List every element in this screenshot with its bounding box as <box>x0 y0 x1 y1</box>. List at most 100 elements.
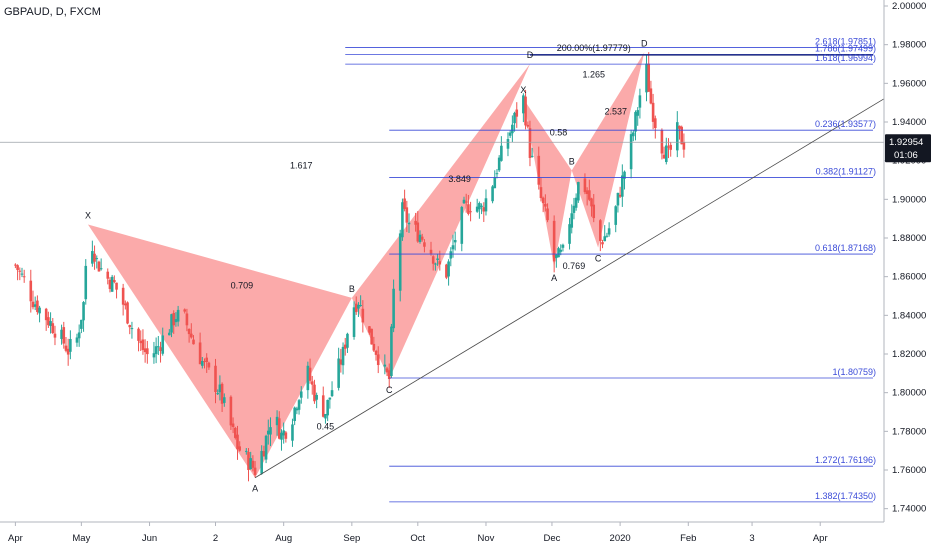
candle-body <box>352 307 356 337</box>
candle-body <box>62 327 66 344</box>
candle-body <box>172 312 176 326</box>
pattern-1-point-x: X <box>85 210 91 220</box>
price-axis: 2.000001.980001.960001.940001.920001.900… <box>883 0 931 522</box>
candle-body <box>513 112 516 124</box>
candle-body <box>561 244 565 248</box>
time-axis: Apr May Jun 2 Aug Sep Oct Nov Dec 2020 Feb 3 Apr <box>0 521 884 544</box>
candle-body <box>429 249 433 254</box>
pattern-2-ratio: 0.769 <box>563 261 586 271</box>
candle-body <box>203 361 206 363</box>
candle-body <box>236 434 239 450</box>
candle-body <box>649 88 653 104</box>
x-tick-label: Jun <box>142 533 157 544</box>
candle-body <box>484 198 488 212</box>
candle-body <box>216 393 220 395</box>
candle-body <box>506 139 510 149</box>
y-tick-label: 1.98000 <box>892 40 926 51</box>
candle-body <box>462 199 466 204</box>
candle-body <box>651 102 655 122</box>
candle-body <box>69 338 72 352</box>
candle-body <box>14 264 17 266</box>
x-tick-label: Aug <box>275 533 292 544</box>
candle-body <box>36 300 39 313</box>
candle-body <box>284 432 288 439</box>
candle-body <box>449 251 453 259</box>
candle-body <box>374 350 378 355</box>
candle-body <box>313 384 316 402</box>
candle-body <box>607 228 611 235</box>
pattern-1-ratio: 1.617 <box>290 160 313 170</box>
y-tick-label: 1.76000 <box>892 465 926 476</box>
candle-body <box>106 271 110 279</box>
candle-body <box>20 273 24 275</box>
pattern-1-xab <box>87 224 352 478</box>
candle-body <box>478 203 481 210</box>
candle-body <box>29 280 33 302</box>
pattern-1-bcd <box>351 64 530 380</box>
candle-body <box>420 236 424 240</box>
candle-body <box>585 190 589 195</box>
pattern-2-point-d: D <box>641 38 648 48</box>
candle-body <box>438 261 442 265</box>
candle-body <box>414 220 417 225</box>
candle-body <box>51 323 55 334</box>
candle-body <box>113 280 116 283</box>
candle-body <box>91 251 94 264</box>
candle-body <box>645 63 648 93</box>
candle-body <box>341 346 345 366</box>
candle-body <box>678 125 681 129</box>
candle-body <box>647 63 651 92</box>
candle-body <box>667 146 670 148</box>
x-tick-label: May <box>72 533 90 544</box>
candle-body <box>124 303 127 306</box>
candle-body <box>500 145 503 161</box>
pattern-2-bcd <box>571 52 645 248</box>
candle-body <box>357 304 360 309</box>
pattern-2-ratio: 2.537 <box>604 106 627 116</box>
candle-body <box>306 365 310 391</box>
candle-body <box>161 335 165 354</box>
y-tick-label: 1.86000 <box>892 272 926 283</box>
candle-body <box>190 333 193 338</box>
candle-body <box>315 394 318 400</box>
candle-body <box>38 307 41 314</box>
candle-body <box>682 142 686 150</box>
candle-body <box>328 397 332 400</box>
candle-body <box>445 264 448 278</box>
pattern-2-ratio: 0.58 <box>550 128 568 138</box>
price-tag-value: 1.92954 <box>889 137 923 148</box>
fib-label: 1.618(1.96994) <box>815 53 876 63</box>
candle-body <box>201 361 204 366</box>
candle-body <box>168 332 171 336</box>
candle-body <box>93 253 96 262</box>
candle-body <box>403 198 406 209</box>
candle-body <box>590 198 593 207</box>
candle-body <box>249 458 252 470</box>
candle-body <box>33 304 37 307</box>
candle-body <box>508 132 512 136</box>
candle-body <box>537 155 541 185</box>
candle-body <box>233 427 237 438</box>
candle-body <box>541 197 545 204</box>
candle-body <box>632 132 635 137</box>
y-tick-label: 1.84000 <box>892 310 926 321</box>
candle-body <box>205 357 209 362</box>
candle-body <box>264 435 268 460</box>
candle-body <box>660 130 664 154</box>
candle-body <box>475 206 479 212</box>
candle-body <box>130 328 134 330</box>
x-tick-label: 3 <box>749 533 754 544</box>
candle-body <box>401 202 404 238</box>
candle-body <box>526 124 530 127</box>
candle-body <box>174 319 178 323</box>
candle-body <box>392 288 395 329</box>
candle-body <box>192 339 195 345</box>
candle-body <box>638 95 642 108</box>
candle-body <box>60 329 63 339</box>
candle-body <box>95 258 99 260</box>
candle-body <box>157 346 160 348</box>
candle-body <box>616 192 620 206</box>
candle-body <box>238 446 241 451</box>
